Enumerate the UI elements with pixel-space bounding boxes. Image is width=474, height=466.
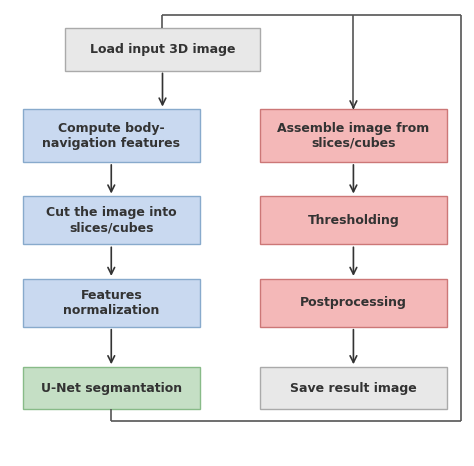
FancyBboxPatch shape: [65, 28, 260, 70]
FancyBboxPatch shape: [260, 279, 447, 327]
Text: Compute body-
navigation features: Compute body- navigation features: [42, 122, 180, 150]
Text: Load input 3D image: Load input 3D image: [90, 43, 235, 56]
Text: Cut the image into
slices/cubes: Cut the image into slices/cubes: [46, 206, 177, 234]
Text: U-Net segmantation: U-Net segmantation: [41, 382, 182, 395]
FancyBboxPatch shape: [23, 279, 200, 327]
FancyBboxPatch shape: [260, 196, 447, 245]
Text: Postprocessing: Postprocessing: [300, 296, 407, 309]
FancyBboxPatch shape: [260, 110, 447, 162]
FancyBboxPatch shape: [23, 110, 200, 162]
FancyBboxPatch shape: [23, 367, 200, 409]
FancyBboxPatch shape: [260, 367, 447, 409]
Text: Features
normalization: Features normalization: [63, 289, 159, 317]
FancyBboxPatch shape: [23, 196, 200, 245]
Text: Thresholding: Thresholding: [308, 214, 399, 227]
Text: Save result image: Save result image: [290, 382, 417, 395]
Text: Assemble image from
slices/cubes: Assemble image from slices/cubes: [277, 122, 429, 150]
